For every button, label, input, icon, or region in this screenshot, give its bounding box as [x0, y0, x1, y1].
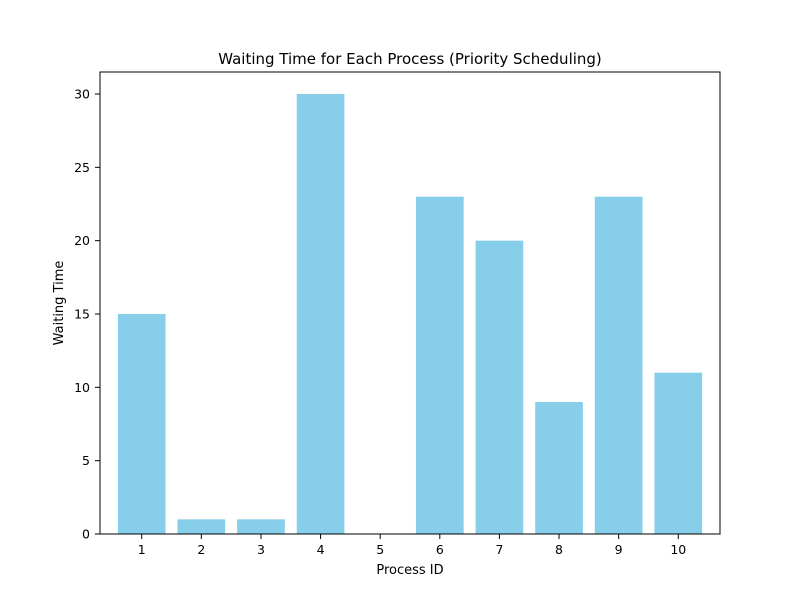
x-tick-label: 5 — [376, 542, 384, 557]
bars-group — [117, 94, 703, 534]
bar-process-1 — [117, 314, 166, 534]
bar-process-9 — [594, 196, 643, 534]
y-tick-label: 15 — [74, 307, 90, 322]
y-tick-label: 0 — [82, 527, 90, 542]
plot-frame — [99, 71, 721, 535]
bar-process-4 — [296, 94, 345, 534]
y-tick-label: 25 — [74, 160, 90, 175]
y-tick-label: 10 — [74, 380, 90, 395]
bar-process-7 — [475, 240, 524, 534]
y-tick-label: 5 — [82, 453, 90, 468]
x-tick-label: 8 — [555, 542, 563, 557]
y-axis-ticks: 0 5 10 15 20 25 30 — [74, 87, 100, 542]
y-tick-label: 20 — [74, 233, 90, 248]
x-tick-label: 7 — [495, 542, 503, 557]
x-tick-label: 6 — [436, 542, 444, 557]
chart-title: Waiting Time for Each Process (Priority … — [218, 50, 602, 68]
bar-process-3 — [237, 519, 285, 534]
x-tick-label: 10 — [670, 542, 686, 557]
x-tick-label: 4 — [317, 542, 325, 557]
bar-process-8 — [535, 402, 583, 534]
x-axis-label: Process ID — [376, 563, 443, 578]
y-axis-label: Waiting Time — [52, 261, 67, 346]
x-axis-ticks: 1 2 3 4 5 6 7 8 9 10 — [138, 534, 686, 557]
bar-process-6 — [415, 196, 464, 534]
bar-process-10 — [654, 372, 703, 534]
x-tick-label: 2 — [197, 542, 205, 557]
x-tick-label: 3 — [257, 542, 265, 557]
y-tick-label: 30 — [74, 87, 90, 102]
bar-process-2 — [177, 519, 226, 534]
x-tick-label: 9 — [615, 542, 623, 557]
x-tick-label: 1 — [138, 542, 146, 557]
